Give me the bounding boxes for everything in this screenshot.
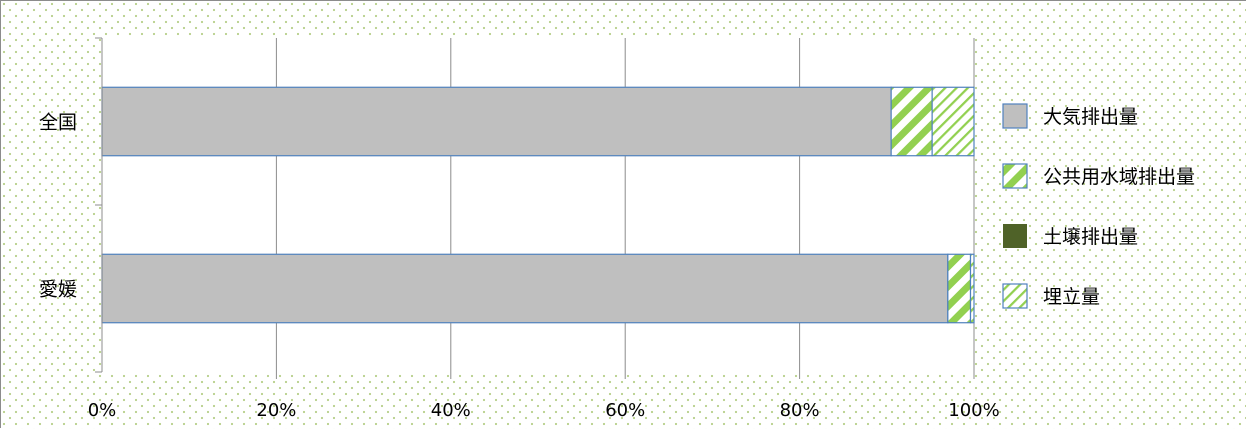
- bar-segment: [101, 86, 892, 157]
- legend-label: 土壌排出量: [1043, 226, 1138, 248]
- x-tick-label: 40%: [431, 400, 471, 421]
- legend-swatch: [1002, 283, 1028, 309]
- x-tick-label: 20%: [256, 400, 296, 421]
- x-tick-label: 100%: [948, 400, 999, 421]
- legend-label: 公共用水域排出量: [1043, 166, 1195, 188]
- legend-swatch: [1003, 224, 1027, 248]
- bar-segment: [969, 253, 975, 324]
- legend-swatch: [1002, 163, 1028, 189]
- legend-label: 大気排出量: [1043, 106, 1138, 128]
- bar-segment: [890, 86, 933, 157]
- bar-segment: [101, 253, 949, 324]
- legend-swatch: [1002, 103, 1028, 129]
- bar-segment: [947, 253, 972, 324]
- bar-segment: [931, 86, 975, 157]
- x-tick-label: 60%: [605, 400, 645, 421]
- x-tick-label: 80%: [780, 400, 820, 421]
- category-label: 愛媛: [39, 279, 77, 301]
- x-tick-label: 0%: [88, 400, 117, 421]
- legend-label: 埋立量: [1043, 286, 1100, 308]
- category-label: 全国: [39, 112, 77, 134]
